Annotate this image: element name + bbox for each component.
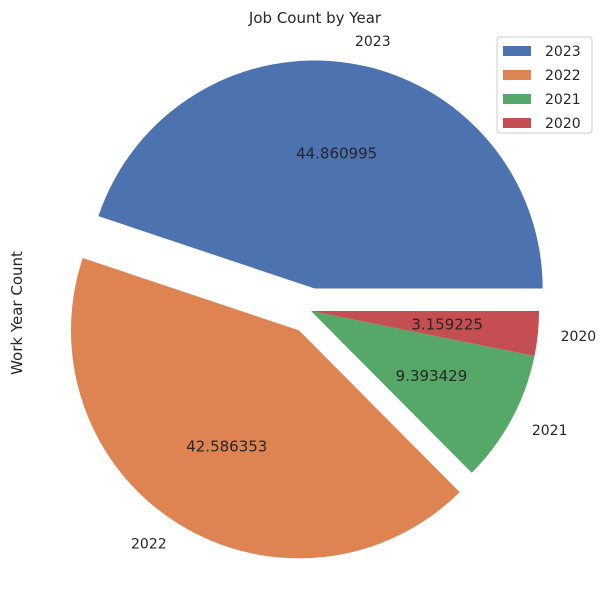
pie-labels: 2023 44.860995 2022 42.586353 2021 9.393429 20… [131, 34, 596, 552]
legend-label-2023: 2023 [545, 44, 581, 60]
pie-slice-2020 [311, 311, 539, 356]
pie-slice-2021 [311, 311, 535, 473]
legend-swatch-2021 [503, 94, 531, 104]
slice-value-label-2023: 44.860995 [296, 144, 377, 162]
slice-category-label-2023: 2023 [355, 34, 391, 50]
pie-slices [70, 60, 543, 559]
slice-category-label-2021: 2021 [532, 423, 568, 439]
legend: 2023 2022 2021 2020 [496, 36, 593, 134]
slice-value-label-2022: 42.586353 [186, 438, 267, 456]
legend-frame [496, 36, 593, 134]
slice-category-label-2022: 2022 [131, 536, 167, 552]
legend-swatch-2023 [503, 46, 531, 56]
pie-slice-2023 [98, 60, 543, 289]
legend-swatch-2020 [503, 118, 531, 128]
slice-category-label-2020: 2020 [561, 329, 597, 345]
pie-slice-2022 [70, 258, 460, 559]
y-axis-label: Work Year Count [8, 251, 26, 375]
slice-value-label-2020: 3.159225 [411, 316, 483, 334]
legend-swatch-2022 [503, 70, 531, 80]
slice-value-label-2021: 9.393429 [396, 367, 468, 385]
chart-title: Job Count by Year [248, 9, 382, 27]
legend-label-2020: 2020 [545, 116, 581, 132]
legend-label-2021: 2021 [545, 92, 581, 108]
legend-label-2022: 2022 [545, 68, 581, 84]
